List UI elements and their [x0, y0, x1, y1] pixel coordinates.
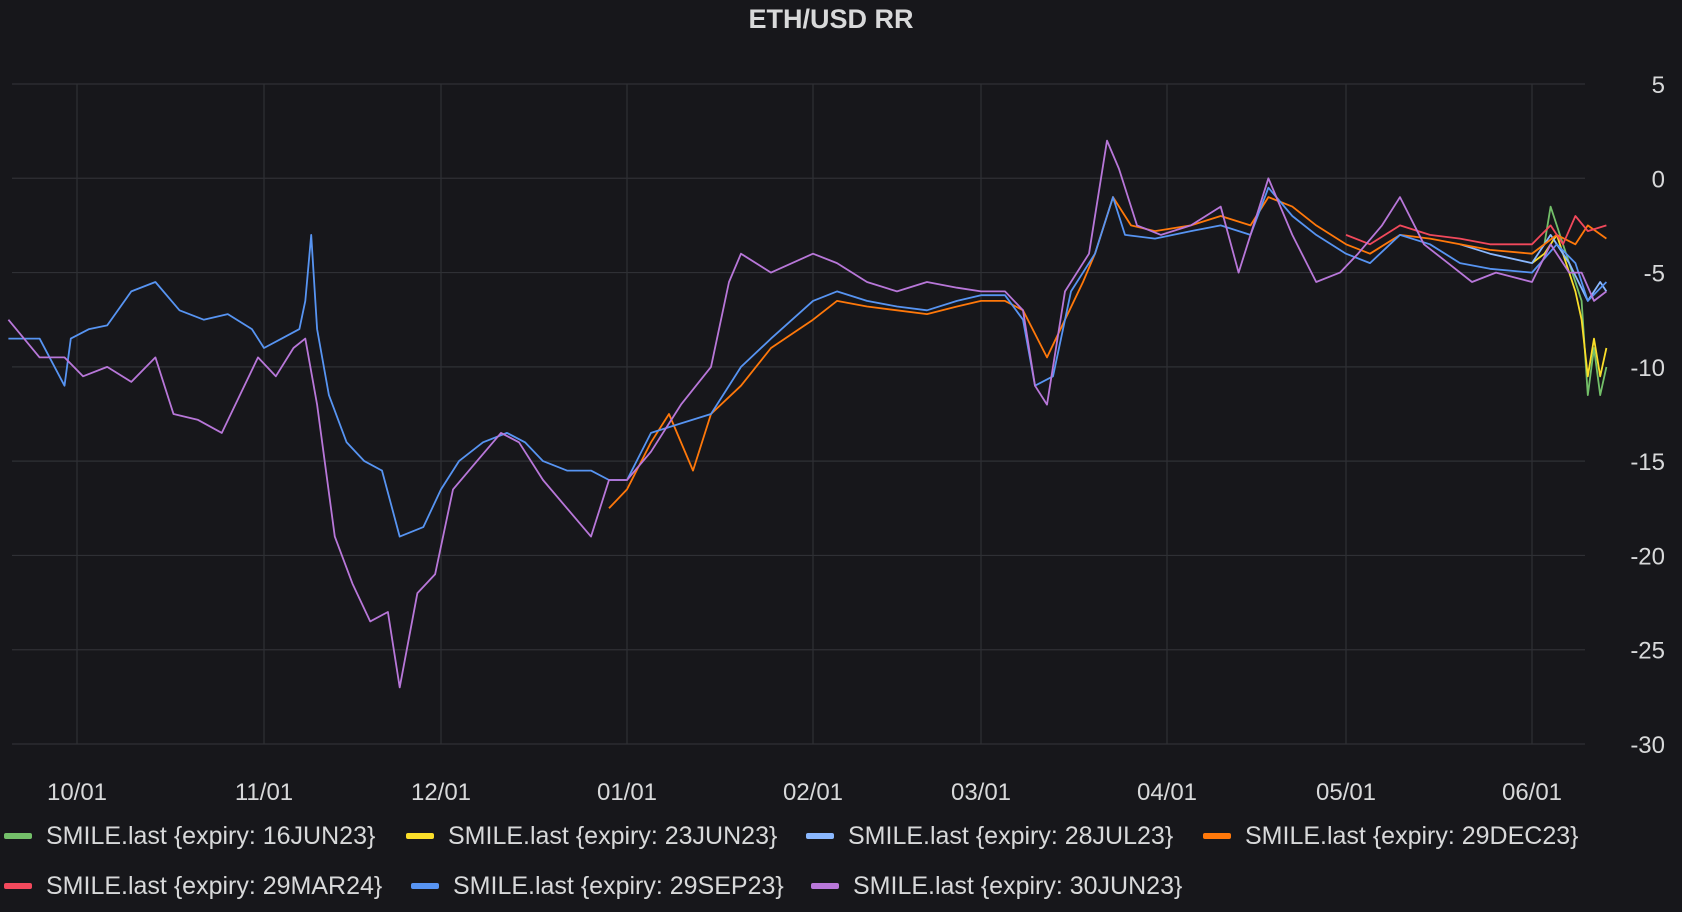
x-tick-label: 05/01	[1316, 779, 1376, 806]
legend-label: SMILE.last {expiry: 23JUN23}	[448, 821, 778, 850]
legend-swatch	[811, 883, 839, 889]
x-tick-label: 10/01	[47, 779, 107, 806]
legend-item[interactable]: SMILE.last {expiry: 29DEC23}	[1203, 816, 1579, 856]
legend-label: SMILE.last {expiry: 29MAR24}	[46, 871, 383, 900]
legend-item[interactable]: SMILE.last {expiry: 16JUN23}	[4, 816, 375, 856]
y-tick-label: 0	[1652, 166, 1665, 193]
x-tick-label: 12/01	[411, 779, 471, 806]
x-tick-label: 04/01	[1137, 779, 1197, 806]
legend-label: SMILE.last {expiry: 30JUN23}	[853, 871, 1183, 900]
y-tick-label: 5	[1652, 72, 1665, 99]
y-tick-label: -30	[1630, 732, 1665, 759]
series-line	[7, 139, 1607, 689]
series-line	[8, 186, 1608, 538]
x-tick-label: 11/01	[235, 779, 293, 806]
legend: SMILE.last {expiry: 29MAR24} SMILE.last {…	[0, 866, 1682, 906]
x-tick-label: 03/01	[951, 779, 1011, 806]
legend-label: SMILE.last {expiry: 29DEC23}	[1245, 821, 1579, 850]
legend-swatch	[4, 833, 32, 839]
legend-label: SMILE.last {expiry: 16JUN23}	[46, 821, 376, 850]
legend-item[interactable]: SMILE.last {expiry: 29SEP23}	[411, 866, 784, 906]
x-tick-label: 06/01	[1502, 779, 1562, 806]
legend-label: SMILE.last {expiry: 28JUL23}	[848, 821, 1174, 850]
legend-swatch	[1203, 833, 1231, 839]
legend-item[interactable]: SMILE.last {expiry: 30JUN23}	[811, 866, 1182, 906]
axis-ticks: 5 0 -5 -10 -15 -20 -25 -30 10/01 11/01 12/01 01/01 0…	[47, 72, 1665, 806]
y-tick-label: -25	[1630, 638, 1665, 665]
grid	[12, 83, 1585, 745]
legend-swatch	[406, 833, 434, 839]
series-line	[1459, 233, 1608, 302]
x-tick-label: 01/01	[597, 779, 657, 806]
x-tick-label: 02/01	[783, 779, 843, 806]
y-tick-label: -10	[1630, 355, 1665, 382]
y-tick-label: -15	[1630, 449, 1665, 476]
chart-title: ETH/USD RR	[748, 4, 914, 34]
series-lines	[7, 139, 1608, 689]
legend-swatch	[4, 883, 32, 889]
legend: SMILE.last {expiry: 16JUN23} SMILE.last {…	[0, 816, 1682, 856]
legend-label: SMILE.last {expiry: 29SEP23}	[453, 871, 784, 900]
legend-item[interactable]: SMILE.last {expiry: 29MAR24}	[4, 866, 382, 906]
y-tick-label: -5	[1644, 261, 1665, 288]
legend-swatch	[411, 883, 439, 889]
series-line	[1345, 215, 1607, 246]
legend-item[interactable]: SMILE.last {expiry: 28JUL23}	[806, 816, 1173, 856]
y-tick-label: -20	[1630, 543, 1665, 570]
legend-swatch	[806, 833, 834, 839]
legend-item[interactable]: SMILE.last {expiry: 23JUN23}	[406, 816, 777, 856]
